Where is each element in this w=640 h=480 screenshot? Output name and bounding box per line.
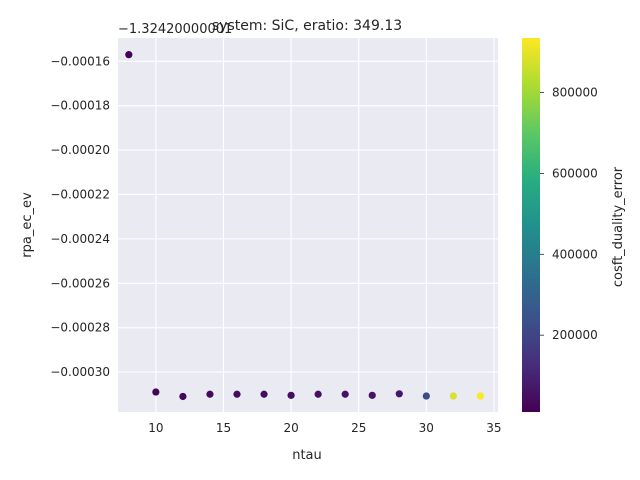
colorbar-tick-label: 800000: [552, 86, 598, 100]
x-axis-ticks: 10 15 20 25 30 35: [148, 421, 501, 435]
colorbar-tick-label: 600000: [552, 166, 598, 180]
x-tick-label: 25: [351, 421, 366, 435]
data-point: [260, 390, 268, 398]
grid-lines: [118, 38, 498, 412]
x-tick-label: 35: [486, 421, 501, 435]
x-axis-label: ntau: [292, 448, 322, 463]
colorbar-tick-label: 400000: [552, 247, 598, 261]
data-points: [125, 51, 485, 401]
data-point: [449, 392, 457, 400]
colorbar-ticks: 200000 400000 600000 800000: [540, 86, 598, 342]
plot-area: [118, 38, 498, 412]
data-point: [287, 391, 295, 399]
data-point: [179, 392, 187, 401]
data-point: [314, 390, 322, 398]
chart-title: system: SiC, eratio: 349.13: [212, 18, 402, 34]
data-point: [341, 390, 349, 398]
colorbar-label: cosft_duality_error: [611, 166, 626, 287]
y-tick-label: −0.00018: [50, 99, 110, 113]
x-tick-label: 20: [283, 421, 298, 435]
x-tick-label: 30: [419, 421, 434, 435]
x-tick-label: 15: [216, 421, 231, 435]
y-tick-label: −0.00028: [50, 321, 110, 335]
colorbar-tick-label: 200000: [552, 328, 598, 342]
data-point: [368, 391, 376, 399]
data-point: [152, 388, 160, 396]
data-point: [206, 390, 214, 398]
y-axis-label: rpa_ec_ev: [20, 192, 35, 258]
y-tick-label: −0.00022: [50, 187, 110, 201]
data-point: [476, 392, 485, 400]
y-axis-offset-label: −1.32420000001: [118, 22, 232, 37]
y-tick-label: −0.00024: [50, 232, 110, 246]
y-tick-label: −0.00030: [50, 365, 110, 379]
colorbar: [522, 38, 540, 412]
x-tick-label: 10: [148, 421, 163, 435]
data-point: [125, 51, 133, 59]
data-point: [233, 390, 241, 398]
data-point: [422, 392, 430, 400]
y-tick-label: −0.00020: [50, 143, 110, 157]
y-axis-ticks: −0.00016 −0.00018 −0.00020 −0.00022 −0.00024…: [50, 54, 110, 379]
y-tick-label: −0.00026: [50, 276, 110, 290]
y-tick-label: −0.00016: [50, 54, 110, 68]
data-point: [395, 390, 403, 398]
